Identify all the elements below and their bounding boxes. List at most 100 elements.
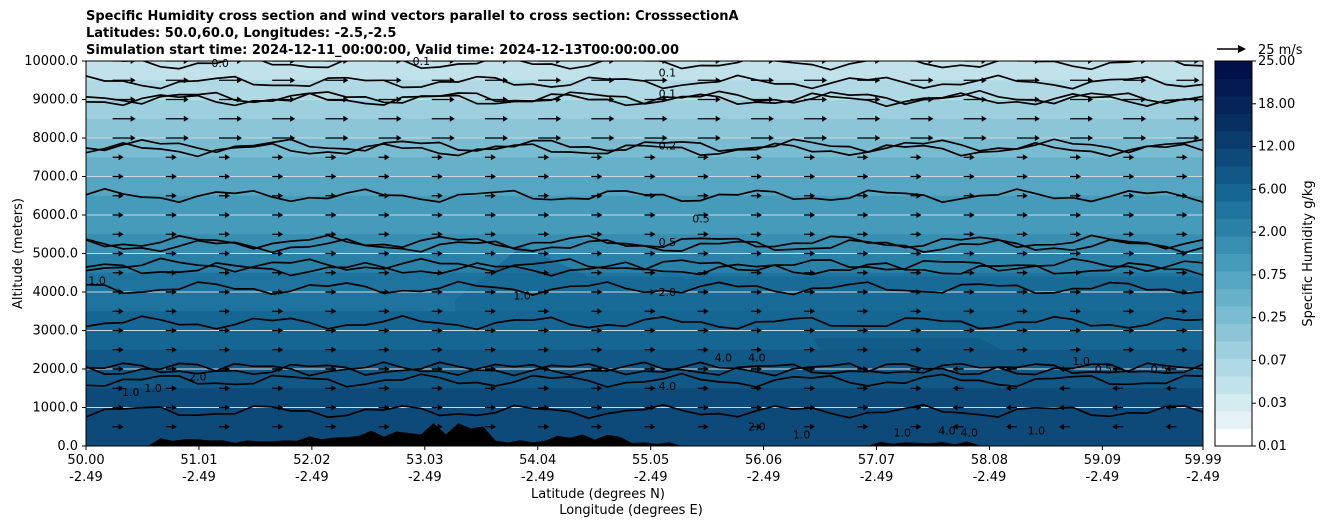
wind-arrow-head: [224, 385, 230, 392]
wind-arrow-head: [756, 404, 762, 411]
wind-arrow-head: [118, 192, 124, 199]
wind-arrow-head: [916, 192, 922, 199]
wind-arrow-head: [343, 61, 349, 64]
wind-arrow-head: [597, 173, 603, 180]
wind-arrow-head: [650, 404, 656, 411]
wind-arrow-head: [609, 135, 615, 141]
wind-arrow-head: [952, 366, 958, 372]
wind-arrow-head: [1034, 61, 1040, 64]
wind-arrow-head: [331, 308, 337, 315]
wind-arrow-head: [916, 154, 922, 161]
wind-arrow-head: [703, 212, 709, 218]
wind-arrow-head: [916, 289, 922, 295]
wind-arrow-head: [1088, 61, 1094, 64]
wind-arrow-head: [449, 77, 455, 84]
wind-arrow-head: [810, 231, 816, 238]
wind-arrow-head: [1022, 192, 1028, 199]
colorbar-segment: [1215, 201, 1252, 219]
contour-label: 2.0: [659, 286, 677, 299]
colorbar-segment: [1215, 166, 1252, 184]
title-line-3: Simulation start time: 2024-12-11_00:00:…: [86, 43, 679, 58]
wind-arrow-head: [597, 423, 603, 430]
wind-arrow-head: [863, 192, 869, 199]
wind-arrow-head: [981, 77, 987, 84]
colorbar: 0.01 0.03 0.07 0.25 0.75 2.00 6.00 12.00 18.00 25…: [1214, 43, 1316, 454]
wind-arrow-head: [1022, 231, 1028, 238]
wind-arrow-head: [1194, 115, 1200, 122]
wind-arrow-head: [916, 173, 922, 180]
wind-arrow-head: [810, 289, 816, 295]
wind-arrow-head: [290, 96, 296, 103]
wind-arrow-head: [650, 231, 656, 238]
x-axis-label: Latitude (degrees N): [531, 487, 665, 502]
wind-arrow-head: [224, 404, 230, 411]
wind-arrow-head: [981, 61, 987, 64]
wind-arrow-head: [236, 77, 242, 84]
wind-arrow-head: [875, 135, 881, 141]
wind-arrow-head: [331, 154, 337, 161]
colorbar-tick-label: 25.00: [1258, 54, 1295, 69]
wind-arrow-head: [490, 327, 496, 334]
wind-arrow-head: [756, 269, 762, 276]
humidity-band: [86, 138, 1203, 158]
wind-arrow-head: [449, 61, 455, 64]
wind-arrow-head: [544, 404, 550, 411]
contour-label: 1.0: [88, 274, 106, 287]
x-tick-label-lon: -2.49: [69, 470, 103, 485]
wind-arrow-head: [118, 423, 124, 430]
wind-arrow-head: [863, 231, 869, 238]
wind-arrow-head: [331, 404, 337, 411]
wind-arrow-head: [171, 173, 177, 180]
x-tick-label-lon: -2.49: [1086, 470, 1120, 485]
contour-label: 4.0: [938, 424, 956, 437]
wind-arrow-head: [1022, 346, 1028, 353]
colorbar-segment: [1215, 78, 1252, 97]
wind-arrow-head: [544, 231, 550, 238]
wind-arrow-head: [331, 346, 337, 353]
contour-label: 0.5: [1151, 363, 1169, 376]
wind-arrow-head: [756, 327, 762, 334]
wind-arrow-head: [118, 154, 124, 161]
wind-arrow-head: [1005, 404, 1011, 411]
humidity-band: [86, 388, 1203, 408]
wind-arrow-head: [437, 173, 443, 180]
wind-arrow-head: [969, 250, 975, 257]
wind-arrow-head: [278, 327, 284, 334]
y-tick-label: 2000.0: [33, 362, 79, 377]
wind-arrow-head: [118, 212, 124, 218]
wind-arrow-head: [278, 423, 284, 430]
humidity-band: [86, 253, 1203, 274]
wind-arrow-head: [502, 115, 508, 122]
wind-arrow-head: [756, 366, 762, 372]
wind-arrow-head: [863, 327, 869, 334]
wind-arrow-head: [703, 231, 709, 238]
wind-arrow-head: [650, 423, 656, 430]
colorbar-segment: [1215, 183, 1252, 202]
wind-arrow-head: [1112, 423, 1118, 430]
colorbar-tick-label: 0.03: [1258, 396, 1287, 411]
x-tick-label-lat: 58.08: [971, 453, 1008, 468]
wind-arrow-head: [1182, 327, 1188, 334]
contour-label: 4.0: [748, 351, 766, 364]
wind-arrow-head: [863, 154, 869, 161]
wind-arrow-head: [290, 61, 296, 64]
wind-arrow-head: [331, 423, 337, 430]
colorbar-segment: [1215, 61, 1252, 79]
wind-arrow-head: [715, 115, 721, 122]
wind-arrow-head: [118, 404, 124, 411]
wind-arrow-head: [863, 404, 869, 411]
wind-arrow-head: [650, 154, 656, 161]
wind-arrow-head: [130, 115, 136, 122]
wind-arrow-head: [384, 366, 390, 372]
wind-arrow-head: [650, 308, 656, 315]
wind-arrow-head: [1182, 346, 1188, 353]
wind-arrow-head: [1182, 250, 1188, 257]
wind-arrow-head: [810, 346, 816, 353]
wind-arrow-head: [437, 250, 443, 257]
wind-arrow-head: [597, 269, 603, 276]
terrain-fill: [86, 423, 1203, 446]
wind-arrow-head: [756, 308, 762, 315]
wind-arrow-head: [278, 192, 284, 199]
wind-arrow-head: [343, 96, 349, 103]
wind-arrow-head: [331, 327, 337, 334]
